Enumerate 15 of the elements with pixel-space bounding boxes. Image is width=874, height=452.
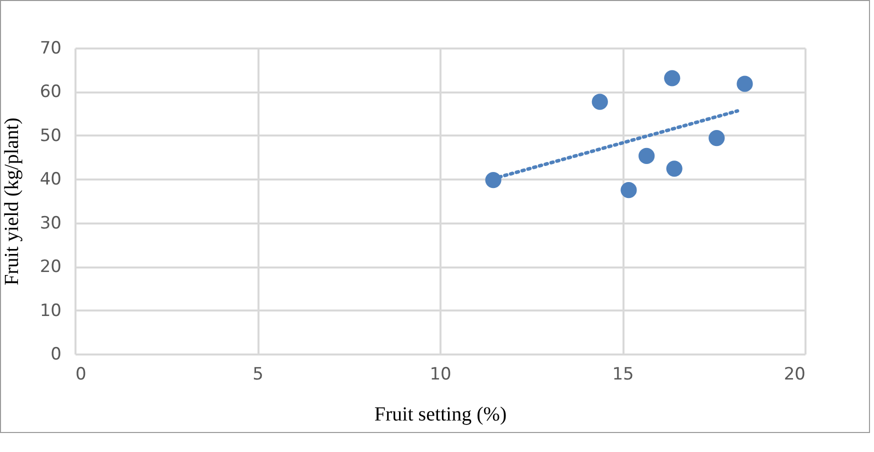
x-tick-label: 0 xyxy=(76,364,86,384)
y-tick-label: 0 xyxy=(50,344,62,364)
y-tick-label: 30 xyxy=(40,213,62,234)
x-tick-label: 20 xyxy=(784,364,806,384)
x-tick-label: 10 xyxy=(430,364,452,384)
y-tick-label: 60 xyxy=(40,82,62,102)
x-tick-label: 15 xyxy=(612,364,634,384)
y-tick-label: 10 xyxy=(40,300,62,321)
y-tick-label: 40 xyxy=(40,170,62,190)
y-axis-title: Fruit yield (kg/plant) xyxy=(0,118,23,286)
y-tick-label: 70 xyxy=(40,38,62,58)
x-tick-label: 5 xyxy=(252,364,264,384)
y-tick-label: 20 xyxy=(40,257,62,278)
y-tick-label: 50 xyxy=(40,126,62,146)
x-axis-title: Fruit setting (%) xyxy=(374,404,507,426)
